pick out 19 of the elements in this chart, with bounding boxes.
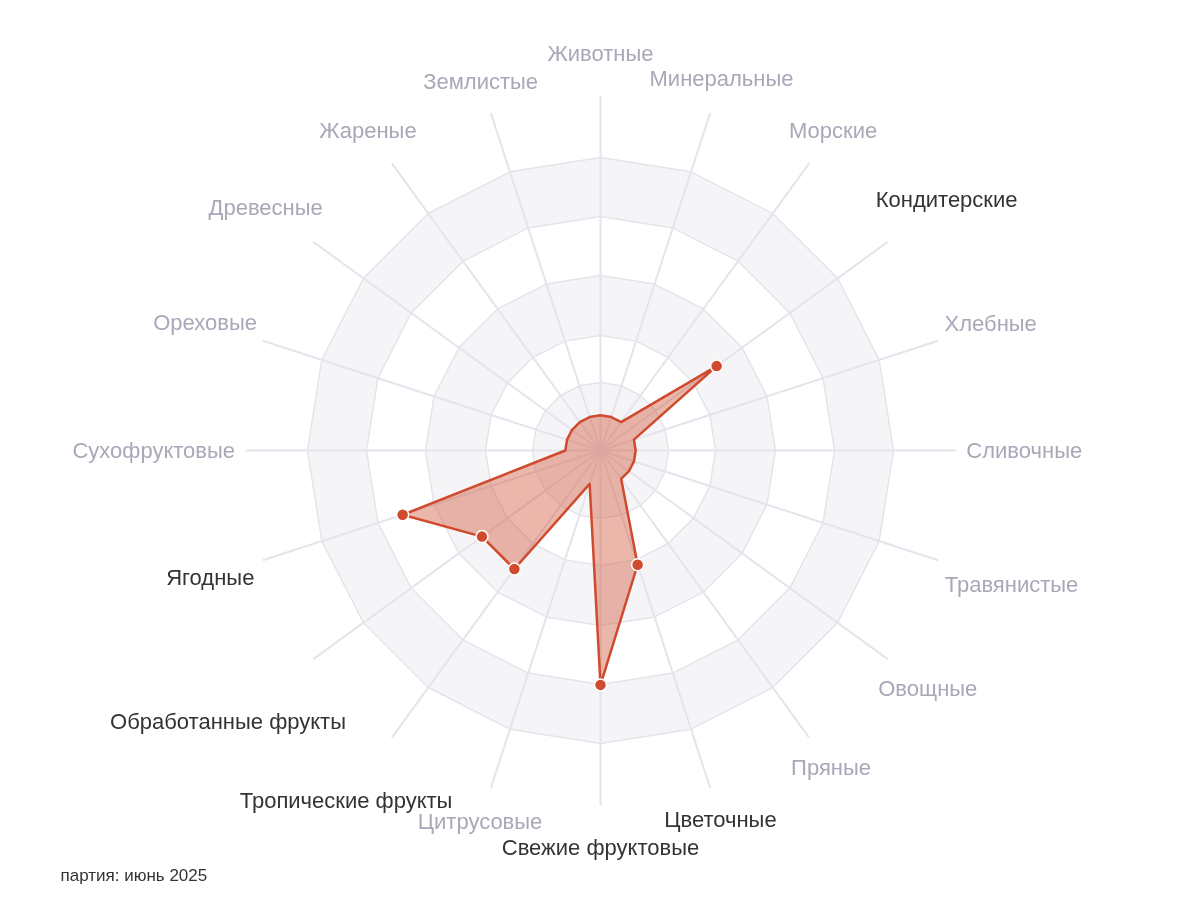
spoke-label: Ягодные (166, 564, 255, 590)
spoke-label: Сливочные (966, 438, 1083, 463)
spoke-label: Свежие фруктовые (501, 835, 700, 860)
spoke-label: Цветочные (664, 807, 777, 832)
spoke-label: Хлебные (944, 311, 1037, 337)
spoke-label: Ореховые (153, 309, 258, 335)
spoke-label: Пряные (791, 755, 872, 781)
spoke-label: Морские (788, 117, 878, 143)
spoke-label: Минеральные (649, 65, 794, 91)
spoke-label: Землистые (423, 69, 539, 94)
spoke-label: Обработанные фрукты (110, 708, 347, 734)
text: партия: июнь 2025 (60, 866, 208, 885)
spoke-label: Кондитерские (875, 186, 1018, 212)
spoke-label: Овощные (878, 675, 978, 701)
spoke-label: Древесные (208, 194, 323, 220)
spoke-label: Животные (547, 41, 654, 66)
spoke-label: Жареные (319, 117, 417, 143)
spoke-label: Сухофруктовые (72, 438, 236, 463)
spoke-label: Травянистые (944, 571, 1079, 597)
